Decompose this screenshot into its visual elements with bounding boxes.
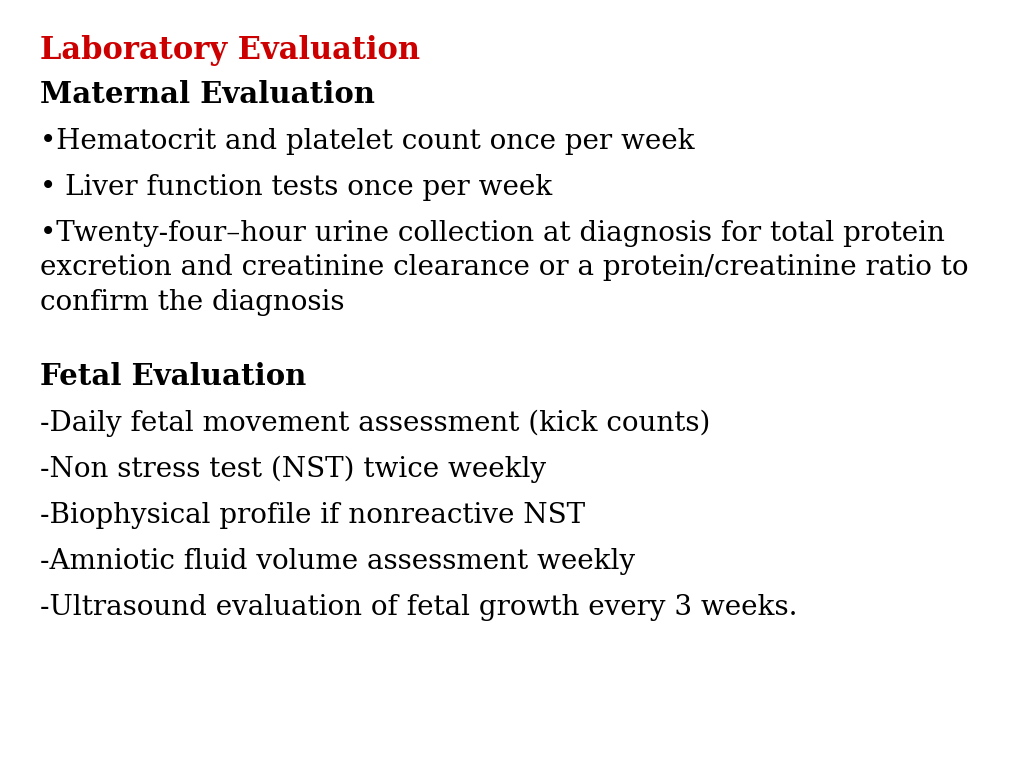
Text: Fetal Evaluation: Fetal Evaluation bbox=[40, 362, 306, 391]
Text: -Biophysical profile if nonreactive NST: -Biophysical profile if nonreactive NST bbox=[40, 502, 585, 529]
Text: •Twenty-four–hour urine collection at diagnosis for total protein
excretion and : •Twenty-four–hour urine collection at di… bbox=[40, 220, 969, 316]
Text: •Hematocrit and platelet count once per week: •Hematocrit and platelet count once per … bbox=[40, 128, 694, 155]
Text: -Daily fetal movement assessment (kick counts): -Daily fetal movement assessment (kick c… bbox=[40, 410, 711, 437]
Text: Laboratory Evaluation: Laboratory Evaluation bbox=[40, 35, 420, 66]
Text: -Ultrasound evaluation of fetal growth every 3 weeks.: -Ultrasound evaluation of fetal growth e… bbox=[40, 594, 798, 621]
Text: • Liver function tests once per week: • Liver function tests once per week bbox=[40, 174, 552, 201]
Text: Maternal Evaluation: Maternal Evaluation bbox=[40, 80, 375, 109]
Text: -Non stress test (NST) twice weekly: -Non stress test (NST) twice weekly bbox=[40, 456, 546, 483]
Text: -Amniotic fluid volume assessment weekly: -Amniotic fluid volume assessment weekly bbox=[40, 548, 635, 575]
